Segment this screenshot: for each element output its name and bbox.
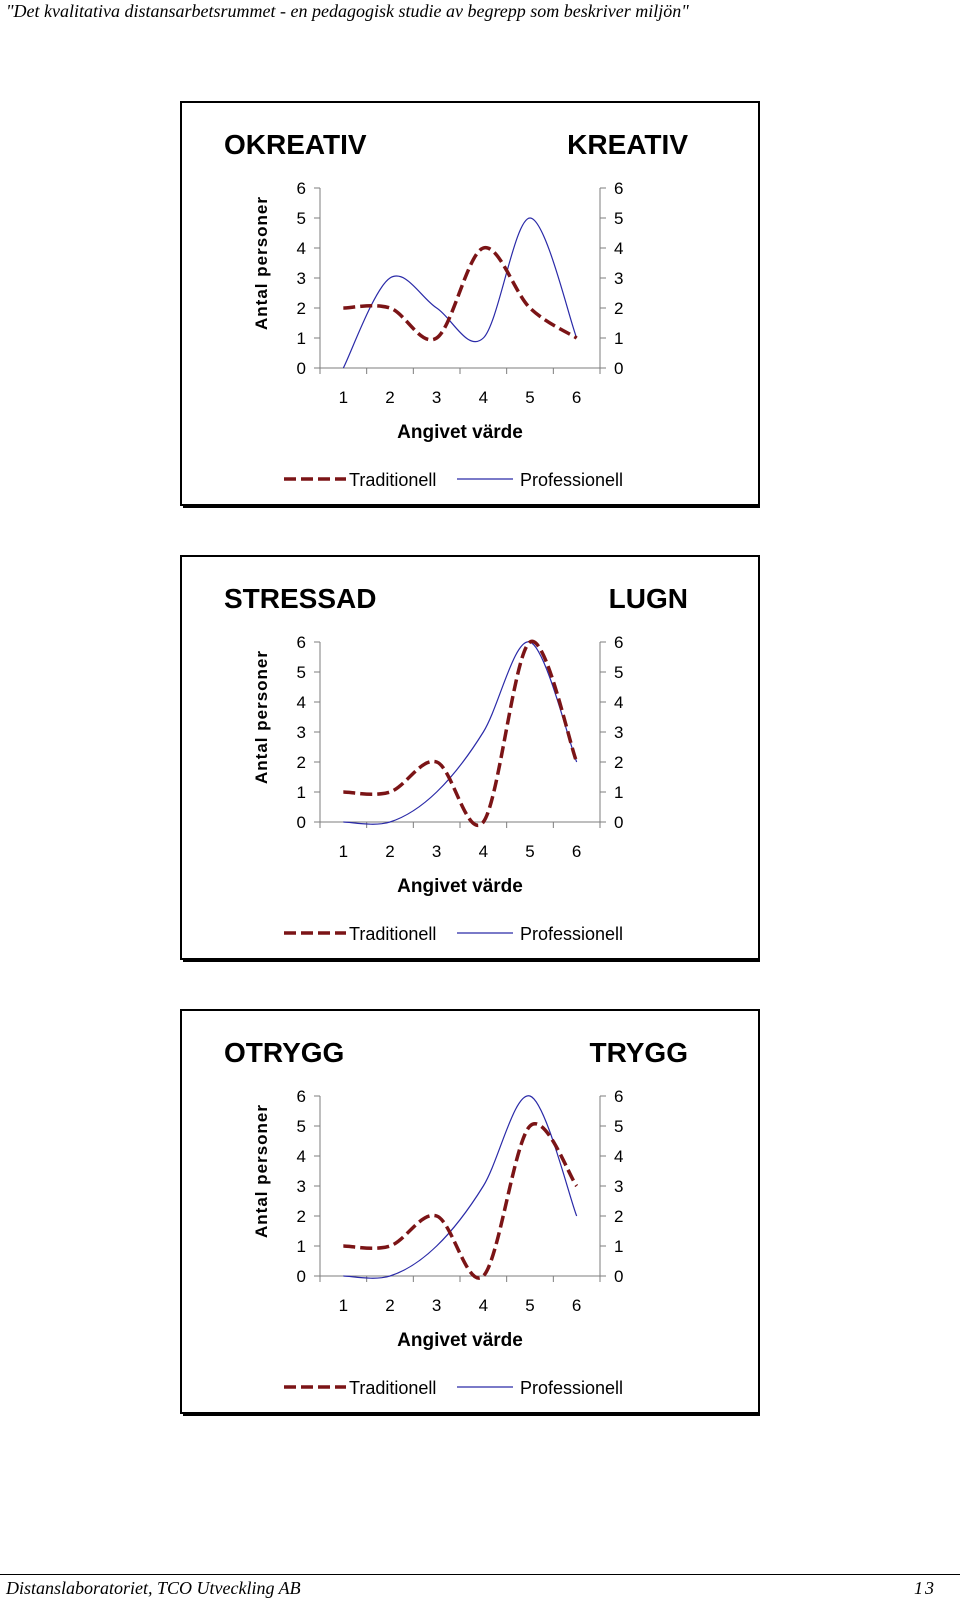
y-tick-label-left: 5 [297,209,306,228]
x-tick-label: 3 [432,388,441,407]
legend-label-professionell: Professionell [520,924,623,944]
chart-ylabel: Antal personer [252,1104,271,1238]
chart-xlabel: Angivet värde [397,422,523,443]
legend-label-traditionell: Traditionell [349,1378,436,1398]
legend-label-traditionell: Traditionell [349,470,436,490]
chart-ylabel: Antal personer [252,650,271,784]
chart-right-label: TRYGG [589,1037,688,1068]
y-tick-label-right: 2 [614,753,623,772]
x-tick-label: 4 [479,388,488,407]
y-tick-label-right: 0 [614,1267,623,1286]
series-line-traditionell [343,1122,579,1280]
chart-right-label: LUGN [609,583,688,614]
legend-label-traditionell: Traditionell [349,924,436,944]
y-tick-label-right: 6 [614,1087,623,1106]
chart-otrygg-trygg: OTRYGG TRYGG Antal personer 0 0 1 1 2 2 3 3 4 4 5 5 6 6 1… [180,1009,760,1416]
x-tick-label: 2 [385,842,394,861]
y-tick-label-left: 5 [297,1117,306,1136]
series-line-traditionell [343,639,579,827]
y-tick-label-left: 2 [297,753,306,772]
y-tick-label-left: 3 [297,1177,306,1196]
y-tick-label-left: 6 [297,1087,306,1106]
y-tick-label-right: 2 [614,299,623,318]
x-tick-label: 2 [385,388,394,407]
y-tick-label-right: 2 [614,1207,623,1226]
page-footer: Distanslaboratoriet, TCO Utveckling AB [6,1578,301,1598]
legend-label-professionell: Professionell [520,1378,623,1398]
y-tick-label-right: 0 [614,813,623,832]
y-tick-label-right: 0 [614,359,623,378]
x-tick-label: 3 [432,1296,441,1315]
x-tick-label: 4 [479,842,488,861]
y-tick-label-right: 3 [614,723,623,742]
chart-xlabel: Angivet värde [397,1330,523,1351]
y-tick-label-left: 1 [297,329,306,348]
chart-right-label: KREATIV [567,129,688,160]
y-tick-label-left: 0 [297,359,306,378]
y-tick-label-left: 0 [297,813,306,832]
y-tick-label-left: 1 [297,783,306,802]
x-tick-label: 4 [479,1296,488,1315]
x-tick-label: 1 [339,388,348,407]
y-tick-label-left: 3 [297,269,306,288]
chart-frame-shadow [183,504,760,508]
y-tick-label-left: 2 [297,299,306,318]
x-tick-label: 5 [525,1296,534,1315]
chart-frame-shadow [183,1412,760,1416]
y-tick-label-left: 1 [297,1237,306,1256]
chart-frame-shadow [183,958,760,962]
chart-ylabel: Antal personer [252,196,271,330]
page-number: 13 [914,1578,936,1598]
y-tick-label-right: 4 [614,693,623,712]
x-tick-label: 6 [572,388,581,407]
page-header: "Det kvalitativa distansarbetsrummet - e… [6,1,689,21]
y-tick-label-left: 2 [297,1207,306,1226]
y-tick-label-left: 6 [297,179,306,198]
y-tick-label-left: 4 [297,693,306,712]
chart-left-label: OKREATIV [224,129,367,160]
x-tick-label: 1 [339,1296,348,1315]
y-tick-label-left: 5 [297,663,306,682]
y-tick-label-right: 6 [614,179,623,198]
x-tick-label: 6 [572,1296,581,1315]
y-tick-label-left: 0 [297,1267,306,1286]
y-tick-label-right: 1 [614,329,623,348]
y-tick-label-left: 4 [297,239,306,258]
chart-left-label: STRESSAD [224,583,376,614]
x-tick-label: 3 [432,842,441,861]
x-tick-label: 2 [385,1296,394,1315]
y-tick-label-left: 4 [297,1147,306,1166]
y-tick-label-right: 6 [614,633,623,652]
y-tick-label-right: 1 [614,783,623,802]
y-tick-label-right: 4 [614,239,623,258]
chart-okreativ-kreativ: OKREATIV KREATIV Antal personer 0 0 1 1 2 2 3 3 4 4 5… [180,101,760,508]
footer-rule [0,1574,960,1575]
y-tick-label-left: 3 [297,723,306,742]
y-tick-label-right: 5 [614,209,623,228]
series-line-professionell [343,1095,578,1279]
chart-left-label: OTRYGG [224,1037,344,1068]
series-line-traditionell [343,246,578,342]
series-line-professionell [343,641,578,825]
series-line-professionell [342,217,578,369]
chart-stressad-lugn: STRESSAD LUGN Antal personer 0 0 1 1 2 2 3 3 4 4 5 5 6 6… [180,555,760,962]
x-tick-label: 6 [572,842,581,861]
x-tick-label: 5 [525,388,534,407]
y-tick-label-left: 6 [297,633,306,652]
y-tick-label-right: 4 [614,1147,623,1166]
y-tick-label-right: 3 [614,1177,623,1196]
y-tick-label-right: 5 [614,1117,623,1136]
y-tick-label-right: 5 [614,663,623,682]
legend-label-professionell: Professionell [520,470,623,490]
x-tick-label: 1 [339,842,348,861]
y-tick-label-right: 3 [614,269,623,288]
y-tick-label-right: 1 [614,1237,623,1256]
chart-xlabel: Angivet värde [397,876,523,897]
x-tick-label: 5 [525,842,534,861]
